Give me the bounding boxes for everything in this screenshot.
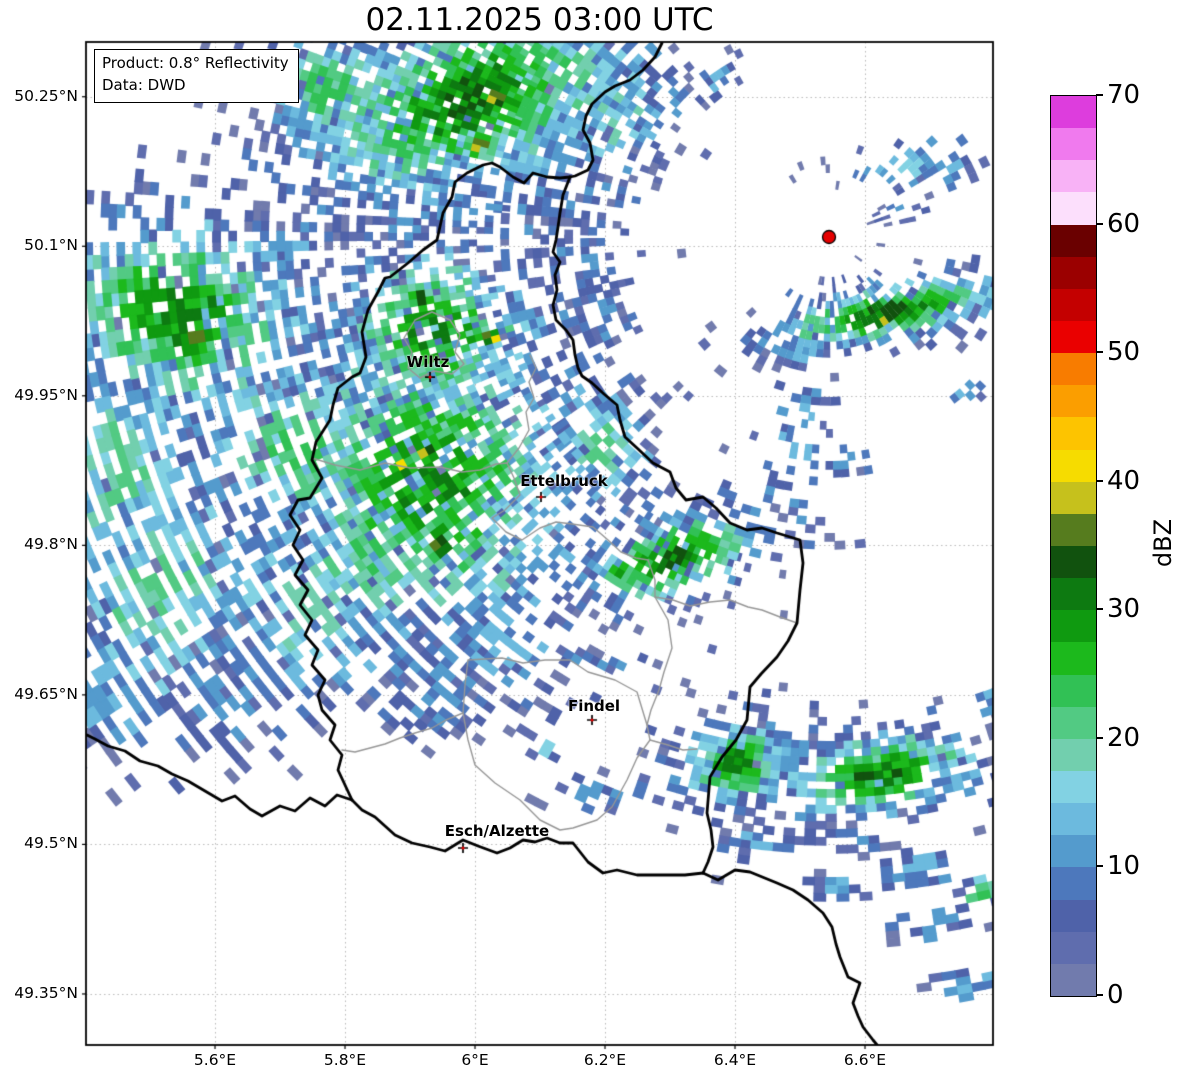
colorbar-tickmark [1096, 865, 1103, 868]
colorbar-band [1051, 96, 1096, 129]
colorbar-band [1051, 803, 1096, 836]
lat-tick-label: 49.8°N [24, 535, 78, 554]
colorbar-band [1051, 674, 1096, 707]
colorbar-band [1051, 160, 1096, 193]
colorbar-band [1051, 931, 1096, 964]
colorbar-tickmark [1096, 351, 1103, 354]
colorbar-band [1051, 545, 1096, 579]
colorbar-band [1051, 320, 1096, 354]
colorbar-tickmark [1096, 994, 1103, 996]
lat-tick-label: 49.35°N [14, 983, 78, 1002]
colorbar-tickmark [1096, 222, 1103, 225]
lon-tick-label: 6.2°E [583, 1051, 627, 1069]
colorbar-tick-label: 10 [1107, 851, 1141, 882]
colorbar-band [1051, 770, 1096, 804]
city-label-esch-alzette: Esch/Alzette [444, 822, 550, 840]
lon-tick-label: 5.8°E [323, 1051, 367, 1069]
colorbar-tick-label: 70 [1107, 80, 1141, 110]
city-label-ettelbruck: Ettelbruck [520, 471, 608, 490]
colorbar-band [1051, 449, 1096, 482]
lat-tick-label: 50.25°N [14, 86, 78, 105]
colorbar-tick-label: 40 [1107, 465, 1141, 496]
colorbar-band [1051, 835, 1096, 868]
city-label-wiltz: Wiltz [406, 353, 450, 372]
colorbar-band [1051, 706, 1096, 739]
colorbar-band [1051, 128, 1096, 161]
colorbar-band [1051, 417, 1096, 450]
colorbar-band [1051, 481, 1096, 514]
lon-tick-label: 6°E [461, 1051, 489, 1069]
colorbar-band [1051, 867, 1096, 900]
colorbar [1050, 95, 1097, 997]
product-info-box: Product: 0.8° Reflectivity Data: DWD [94, 49, 299, 103]
lat-tick-label: 49.95°N [14, 385, 78, 404]
colorbar-axis-label: dBZ [1149, 518, 1177, 568]
colorbar-tickmark [1096, 479, 1103, 482]
lon-tick-label: 6.6°E [843, 1051, 887, 1069]
product-info-line: Product: 0.8° Reflectivity [102, 54, 289, 72]
colorbar-band [1051, 610, 1096, 643]
figure-title: 02.11.2025 03:00 UTC [365, 2, 714, 38]
lat-tick-label: 49.5°N [24, 834, 78, 853]
colorbar-band [1051, 642, 1096, 675]
lon-tick-label: 6.4°E [713, 1051, 757, 1069]
colorbar-band [1051, 385, 1096, 418]
colorbar-band [1051, 224, 1096, 257]
colorbar-band [1051, 353, 1096, 386]
colorbar-band [1051, 256, 1096, 289]
colorbar-tick-label: 30 [1107, 594, 1141, 625]
colorbar-band [1051, 288, 1096, 321]
colorbar-tick-label: 60 [1107, 208, 1141, 239]
colorbar-band [1051, 963, 1096, 996]
colorbar-band [1051, 192, 1096, 225]
colorbar-band [1051, 578, 1096, 611]
lon-tick-label: 5.6°E [193, 1051, 237, 1069]
data-source-line: Data: DWD [102, 75, 186, 94]
colorbar-band [1051, 738, 1096, 771]
city-label-findel: Findel [567, 697, 621, 715]
colorbar-tickmark [1096, 608, 1103, 611]
colorbar-band [1051, 899, 1096, 932]
colorbar-tick-label: 0 [1107, 980, 1124, 1010]
lat-tick-label: 49.65°N [14, 684, 78, 703]
lat-tick-label: 50.1°N [24, 236, 78, 255]
colorbar-tickmark [1096, 94, 1103, 96]
colorbar-tick-label: 50 [1107, 337, 1141, 368]
colorbar-tick-label: 20 [1107, 722, 1141, 753]
colorbar-band [1051, 513, 1096, 546]
colorbar-tickmark [1096, 736, 1103, 739]
